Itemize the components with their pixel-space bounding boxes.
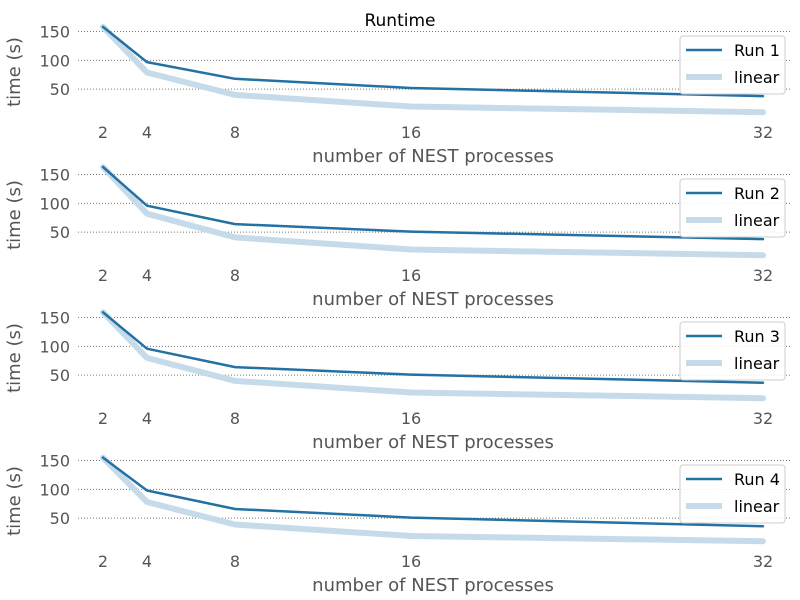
data-point-linear — [410, 535, 412, 537]
y-axis-label: time (s) — [4, 37, 25, 107]
data-point-linear — [146, 213, 148, 215]
legend-label-run: Run 3 — [734, 327, 780, 346]
legend: Run 2 linear — [679, 178, 786, 238]
data-point-run — [234, 508, 236, 510]
data-point-run — [410, 87, 412, 89]
data-point-run — [762, 95, 764, 97]
x-tick-label: 16 — [401, 409, 421, 428]
x-tick-label: 16 — [401, 552, 421, 571]
data-point-linear — [762, 254, 764, 256]
data-point-run — [234, 78, 236, 80]
data-point-run — [234, 223, 236, 225]
chart-panel-4: 50 100 150 2 4 8 16 32 number of NEST processes t… — [4, 452, 790, 596]
x-tick-label: 4 — [142, 409, 152, 428]
legend-label-linear: linear — [734, 354, 780, 373]
data-point-run — [102, 26, 104, 28]
data-point-run — [146, 490, 148, 492]
data-point-linear — [234, 524, 236, 526]
data-point-linear — [762, 111, 764, 113]
x-axis-label: number of NEST processes — [312, 146, 554, 167]
chart-panel-2: 50 100 150 2 4 8 16 32 number of NEST processes t… — [4, 164, 790, 310]
x-tick-label: 4 — [142, 552, 152, 571]
x-tick-label: 16 — [401, 123, 421, 142]
y-tick-label: 150 — [39, 23, 70, 42]
y-axis-label: time (s) — [4, 466, 25, 536]
data-point-linear — [146, 501, 148, 503]
data-point-run — [762, 238, 764, 240]
data-point-run — [410, 374, 412, 376]
x-tick-label: 4 — [142, 266, 152, 285]
x-tick-label: 16 — [401, 266, 421, 285]
data-point-linear — [410, 105, 412, 107]
x-axis-label: number of NEST processes — [312, 432, 554, 453]
chart-panel-1: Runtime 50 100 150 2 4 8 16 32 number of NEST pro… — [4, 11, 790, 167]
y-tick-label: 100 — [39, 51, 70, 70]
data-point-linear — [410, 248, 412, 250]
data-point-linear — [762, 397, 764, 399]
y-tick-label: 50 — [50, 509, 70, 528]
y-tick-label: 100 — [39, 194, 70, 213]
data-point-run — [146, 205, 148, 207]
data-point-linear — [410, 391, 412, 393]
legend-label-linear: linear — [734, 68, 780, 87]
legend-label-linear: linear — [734, 211, 780, 230]
series-line-linear — [100, 309, 766, 402]
chart-title: Runtime — [364, 11, 435, 31]
legend-label-run: Run 2 — [734, 184, 780, 203]
data-point-linear — [234, 236, 236, 238]
data-point-run — [410, 517, 412, 519]
x-tick-label: 32 — [753, 266, 773, 285]
data-point-linear — [146, 357, 148, 359]
series-line-linear — [100, 454, 766, 545]
data-point-run — [102, 311, 104, 313]
y-axis-label: time (s) — [4, 323, 25, 393]
y-tick-label: 100 — [39, 480, 70, 499]
y-tick-label: 150 — [39, 309, 70, 328]
legend: Run 4 linear — [679, 464, 786, 524]
x-tick-label: 2 — [98, 266, 108, 285]
x-tick-label: 2 — [98, 552, 108, 571]
y-tick-label: 150 — [39, 452, 70, 471]
data-point-run — [102, 166, 104, 168]
data-point-linear — [234, 94, 236, 96]
y-tick-label: 50 — [50, 366, 70, 385]
data-point-run — [762, 382, 764, 384]
y-tick-label: 100 — [39, 337, 70, 356]
data-point-linear — [234, 380, 236, 382]
data-point-run — [102, 457, 104, 459]
series-line-linear — [100, 164, 766, 259]
x-tick-label: 32 — [753, 409, 773, 428]
data-point-run — [762, 525, 764, 527]
x-tick-label: 4 — [142, 123, 152, 142]
chart-panel-3: 50 100 150 2 4 8 16 32 number of NEST processes t… — [4, 309, 790, 453]
legend-label-run: Run 4 — [734, 470, 780, 489]
x-tick-label: 2 — [98, 123, 108, 142]
legend-label-linear: linear — [734, 497, 780, 516]
data-point-run — [234, 366, 236, 368]
data-point-run — [146, 61, 148, 63]
data-point-run — [410, 231, 412, 233]
y-axis-label: time (s) — [4, 180, 25, 250]
data-point-run — [146, 348, 148, 350]
legend-label-run: Run 1 — [734, 41, 780, 60]
y-tick-label: 150 — [39, 166, 70, 185]
x-axis-label: number of NEST processes — [312, 575, 554, 596]
legend: Run 1 linear — [679, 35, 786, 95]
x-tick-label: 32 — [753, 552, 773, 571]
legend: Run 3 linear — [679, 321, 786, 381]
x-axis-label: number of NEST processes — [312, 289, 554, 310]
x-tick-label: 8 — [230, 409, 240, 428]
series-line-linear — [100, 23, 766, 116]
y-tick-label: 50 — [50, 223, 70, 242]
x-tick-label: 8 — [230, 552, 240, 571]
data-point-linear — [762, 540, 764, 542]
x-tick-label: 32 — [753, 123, 773, 142]
x-tick-label: 8 — [230, 123, 240, 142]
data-point-linear — [146, 71, 148, 73]
y-tick-label: 50 — [50, 80, 70, 99]
x-tick-label: 8 — [230, 266, 240, 285]
x-tick-label: 2 — [98, 409, 108, 428]
